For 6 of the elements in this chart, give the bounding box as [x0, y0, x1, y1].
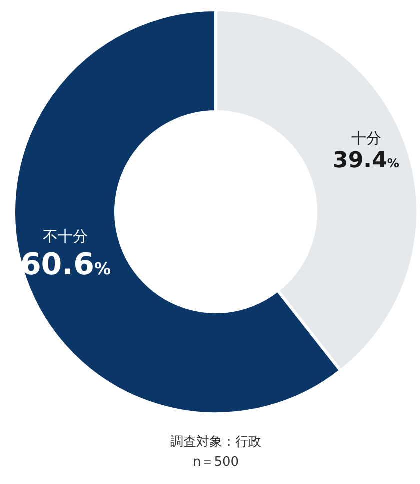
text: n＝500 — [192, 455, 240, 470]
slice-label: 十分 — [351, 130, 382, 148]
data-label: 60.6% — [20, 247, 112, 282]
data-label: 39.4% — [333, 148, 400, 174]
slice-label: 不十分 — [43, 227, 88, 246]
text: 調査対象：行政 — [170, 434, 262, 450]
